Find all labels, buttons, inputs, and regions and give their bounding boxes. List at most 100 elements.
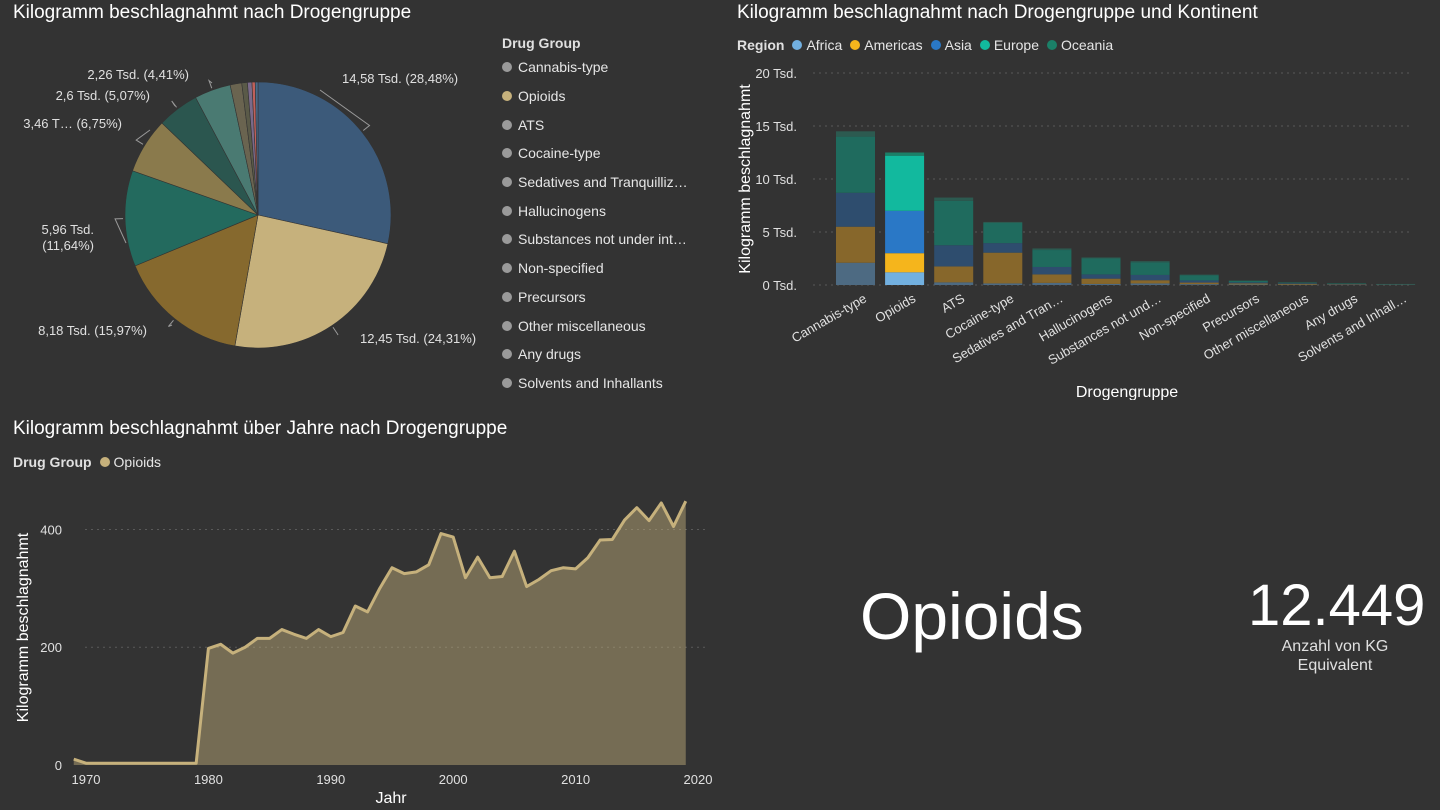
- bar-y-axis-label: Kilogramm beschlagnahmt: [737, 84, 754, 274]
- area-x-tick-label: 1970: [72, 772, 101, 787]
- bar-y-tick-label: 20 Tsd.: [755, 66, 797, 81]
- bar-segment: [1180, 284, 1219, 285]
- bar-segment: [983, 283, 1022, 285]
- area-y-tick-label: 400: [40, 522, 62, 537]
- kpi-label: Anzahl von KG Equivalent: [1255, 637, 1415, 675]
- bar-segment: [983, 253, 1022, 284]
- pie-legend-item[interactable]: Cocaine-type: [502, 139, 712, 168]
- bar-segment: [1327, 283, 1366, 284]
- bar-segment: [1131, 280, 1170, 283]
- legend-dot-icon: [502, 148, 512, 158]
- bar-segment: [1278, 283, 1317, 284]
- pie-leader-line-6: [209, 81, 212, 89]
- pie-legend-item[interactable]: Hallucinogens: [502, 196, 712, 225]
- bar-x-axis-label: Drogengruppe: [1076, 384, 1178, 400]
- pie-legend-label: Sedatives and Tranquilliz…: [518, 174, 688, 190]
- bar-segment: [1180, 275, 1219, 280]
- area-y-axis-label: Kilogramm beschlagnahmt: [15, 532, 32, 722]
- bar-segment: [934, 282, 973, 285]
- pie-legend-label: Hallucinogens: [518, 203, 606, 219]
- pie-legend-label: Solvents and Inhallants: [518, 375, 663, 391]
- pie-legend-label: Non-specified: [518, 260, 604, 276]
- pie-legend-item[interactable]: Opioids: [502, 82, 712, 111]
- bar-segment: [1180, 280, 1219, 282]
- legend-dot-icon: [502, 349, 512, 359]
- pie-legend-label: Any drugs: [518, 346, 581, 362]
- pie-legend-label: Substances not under int…: [518, 231, 687, 247]
- area-y-tick-label: 0: [55, 758, 62, 773]
- pie-legend-label: Cocaine-type: [518, 145, 601, 161]
- bar-y-tick-label: 0 Tsd.: [763, 278, 797, 293]
- bar-segment: [836, 137, 875, 193]
- pie-data-label-0: 14,58 Tsd. (28,48%): [342, 71, 458, 86]
- pie-legend-item[interactable]: ATS: [502, 110, 712, 139]
- bar-segment: [1229, 282, 1268, 283]
- pie-legend-item[interactable]: Cannabis-type: [502, 53, 712, 82]
- bar-segment: [836, 131, 875, 136]
- area-x-axis-label: Jahr: [375, 790, 407, 807]
- bar-y-tick-label: 10 Tsd.: [755, 172, 797, 187]
- bar-segment: [1229, 284, 1268, 285]
- pie-data-label-5: 2,6 Tsd. (5,07%): [56, 88, 150, 103]
- legend-dot-icon: [502, 263, 512, 273]
- bar-segment: [1082, 274, 1121, 278]
- pie-data-label-6: 2,26 Tsd. (4,41%): [87, 67, 189, 82]
- bar-segment: [1032, 250, 1071, 267]
- bar-segment: [1082, 259, 1121, 275]
- bar-segment: [1131, 261, 1170, 262]
- pie-data-label-4: 3,46 T… (6,75%): [23, 116, 122, 131]
- bar-segment: [1229, 281, 1268, 283]
- bar-segment: [1082, 279, 1121, 284]
- bar-segment: [885, 153, 924, 156]
- bar-segment: [1131, 275, 1170, 280]
- pie-legend-item[interactable]: Non-specified: [502, 254, 712, 283]
- legend-dot-icon: [502, 62, 512, 72]
- pie-leader-line-1: [333, 327, 338, 335]
- bar-x-tick-label: Opioids: [872, 290, 918, 325]
- area-x-tick-label: 1980: [194, 772, 223, 787]
- legend-dot-icon: [502, 292, 512, 302]
- pie-legend-item[interactable]: Sedatives and Tranquilliz…: [502, 168, 712, 197]
- bar-segment: [1180, 283, 1219, 285]
- bar-segment: [836, 227, 875, 263]
- pie-legend-item[interactable]: Any drugs: [502, 340, 712, 369]
- bar-segment: [934, 198, 973, 201]
- pie-leader-line-5: [172, 101, 177, 107]
- pie-legend-label: Other miscellaneous: [518, 318, 646, 334]
- pie-legend-item[interactable]: Solvents and Inhallants: [502, 369, 712, 398]
- area-x-tick-label: 2020: [684, 772, 713, 787]
- pie-legend-label: ATS: [518, 117, 544, 133]
- pie-legend-item[interactable]: Other miscellaneous: [502, 311, 712, 340]
- bar-segment: [1131, 262, 1170, 275]
- bar-segment: [885, 253, 924, 272]
- bar-segment: [1032, 274, 1071, 282]
- bar-segment: [1082, 257, 1121, 258]
- bar-segment: [836, 263, 875, 285]
- legend-dot-icon: [502, 91, 512, 101]
- pie-data-label-line: 5,96 Tsd.: [41, 222, 94, 237]
- legend-dot-icon: [502, 321, 512, 331]
- area-x-tick-label: 1990: [316, 772, 345, 787]
- pie-data-label-3: 5,96 Tsd.(11,64%): [41, 222, 94, 253]
- bar-segment: [983, 243, 1022, 253]
- bar-segment: [1131, 283, 1170, 285]
- bar-segment: [1180, 275, 1219, 276]
- bar-y-tick-label: 5 Tsd.: [763, 225, 797, 240]
- pie-data-label-1: 12,45 Tsd. (24,31%): [360, 331, 476, 346]
- legend-dot-icon: [502, 177, 512, 187]
- bar-segment: [1032, 248, 1071, 250]
- bar-segment: [934, 266, 973, 282]
- bar-segment: [885, 211, 924, 253]
- bar-segment: [1278, 283, 1317, 284]
- pie-data-label-line: (11,64%): [42, 238, 94, 253]
- pie-leader-line-3: [115, 219, 126, 243]
- area-x-tick-label: 2010: [561, 772, 590, 787]
- bar-segment: [1082, 284, 1121, 285]
- pie-legend-item[interactable]: Precursors: [502, 283, 712, 312]
- kpi-value: 12.449: [1248, 572, 1425, 639]
- pie-legend-item[interactable]: Substances not under int…: [502, 225, 712, 254]
- bar-segment: [1032, 283, 1071, 285]
- area-fill-opioids: [74, 501, 686, 765]
- legend-dot-icon: [502, 378, 512, 388]
